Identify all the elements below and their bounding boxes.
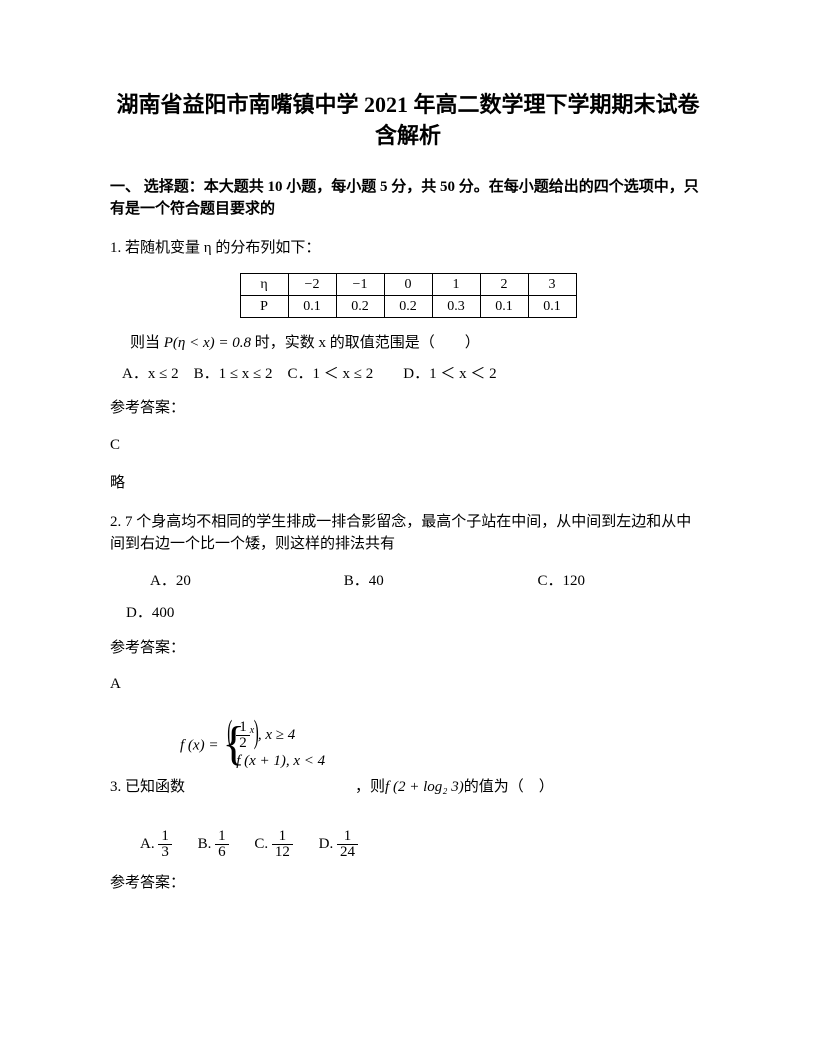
numerator: 1	[236, 720, 250, 736]
label: A.	[140, 836, 155, 852]
fraction: 1 12	[272, 829, 293, 860]
denominator: 24	[337, 845, 358, 860]
q1-prob-expr: P(η < x) = 0.8	[164, 332, 251, 355]
cell: 0.1	[528, 296, 576, 318]
q1-note: 略	[110, 472, 706, 495]
fraction: 1 2	[236, 720, 250, 751]
cell: 1	[432, 274, 480, 296]
q3-opt-b: B. 1 6	[198, 829, 229, 860]
q1-options: A．x ≤ 2 B．1 ≤ x ≤ 2 C．1 ＜ x ≤ 2 D．1 ＜ x …	[110, 363, 706, 386]
q1-answer: C	[110, 434, 706, 457]
text: 则当	[130, 335, 160, 351]
q2-options: A．20 B．40 C．120	[110, 570, 706, 593]
piece-2: f (x + 1), x < 4	[236, 751, 325, 772]
q3-eval-expr: f (2 + log₂ 3)	[385, 776, 464, 799]
page-title: 湖南省益阳市南嘴镇中学 2021 年高二数学理下学期期末试卷含解析	[110, 90, 706, 152]
q2-opt-d: D．400	[110, 602, 706, 625]
cell: 0.3	[432, 296, 480, 318]
denominator: 2	[236, 736, 250, 751]
cell: 0.1	[480, 296, 528, 318]
numerator: 1	[158, 829, 172, 845]
cell: 0.2	[336, 296, 384, 318]
answer-label: 参考答案：	[110, 872, 706, 895]
piece-1: 1 2 x , x ≥ 4	[236, 720, 325, 751]
answer-label: 参考答案：	[110, 637, 706, 660]
cell: −2	[288, 274, 336, 296]
cell: 0.2	[384, 296, 432, 318]
cell: η	[240, 274, 288, 296]
cell: 0	[384, 274, 432, 296]
q3-opt-c: C. 1 12	[254, 829, 293, 860]
text: , x ≥ 4	[258, 727, 295, 743]
q3-opt-a: A. 1 3	[140, 829, 172, 860]
q3-function-def: f (x) = { 1 2 x , x ≥ 4 f (x + 1), x < 4	[180, 720, 706, 773]
numerator: 1	[215, 829, 229, 845]
q3-options: A. 1 3 B. 1 6 C. 1 12 D. 1 24	[110, 829, 706, 860]
q2-opt-b: B．40	[344, 570, 534, 593]
fraction: 1 6	[215, 829, 229, 860]
section-1-heading: 一、 选择题：本大题共 10 小题，每小题 5 分，共 50 分。在每小题给出的…	[110, 176, 706, 221]
q1-distribution-table: η −2 −1 0 1 2 3 P 0.1 0.2 0.2 0.3 0.1 0.…	[240, 273, 577, 318]
q1-condition-line: 则当 P(η < x) = 0.8 时，实数 x 的取值范围是（ ）	[110, 332, 706, 355]
question-3: 3. 已知函数 ，则 f (2 + log₂ 3) 的值为（ ）	[110, 776, 706, 799]
q2-opt-c: C．120	[538, 570, 586, 593]
denominator: 12	[272, 845, 293, 860]
cell: 2	[480, 274, 528, 296]
label: B.	[198, 836, 212, 852]
label: D.	[319, 836, 334, 852]
table-row: P 0.1 0.2 0.2 0.3 0.1 0.1	[240, 296, 576, 318]
table-row: η −2 −1 0 1 2 3	[240, 274, 576, 296]
label: C.	[254, 836, 268, 852]
q3-pre: 3. 已知函数	[110, 776, 185, 799]
text: 时，实数 x 的取值范围是（ ）	[255, 335, 480, 351]
denominator: 3	[158, 845, 172, 860]
q2-opt-a: A．20	[150, 570, 340, 593]
numerator: 1	[272, 829, 293, 845]
text: 的值为（ ）	[464, 776, 554, 799]
text: ，则	[355, 776, 385, 799]
question-2: 2. 7 个身高均不相同的学生排成一排合影留念，最高个子站在中间，从中间到左边和…	[110, 511, 706, 556]
cell: −1	[336, 274, 384, 296]
fraction: 1 24	[337, 829, 358, 860]
cell: 0.1	[288, 296, 336, 318]
fx-lhs: f (x) =	[180, 738, 222, 754]
numerator: 1	[337, 829, 358, 845]
cell: P	[240, 296, 288, 318]
answer-label: 参考答案：	[110, 397, 706, 420]
q1-stem: 1. 若随机变量 η 的分布列如下：	[110, 237, 706, 260]
question-1: 1. 若随机变量 η 的分布列如下：	[110, 237, 706, 260]
piecewise-icon: { 1 2 x , x ≥ 4 f (x + 1), x < 4	[222, 720, 325, 773]
fraction: 1 3	[158, 829, 172, 860]
q2-answer: A	[110, 673, 706, 696]
q3-opt-d: D. 1 24	[319, 829, 358, 860]
cell: 3	[528, 274, 576, 296]
denominator: 6	[215, 845, 229, 860]
